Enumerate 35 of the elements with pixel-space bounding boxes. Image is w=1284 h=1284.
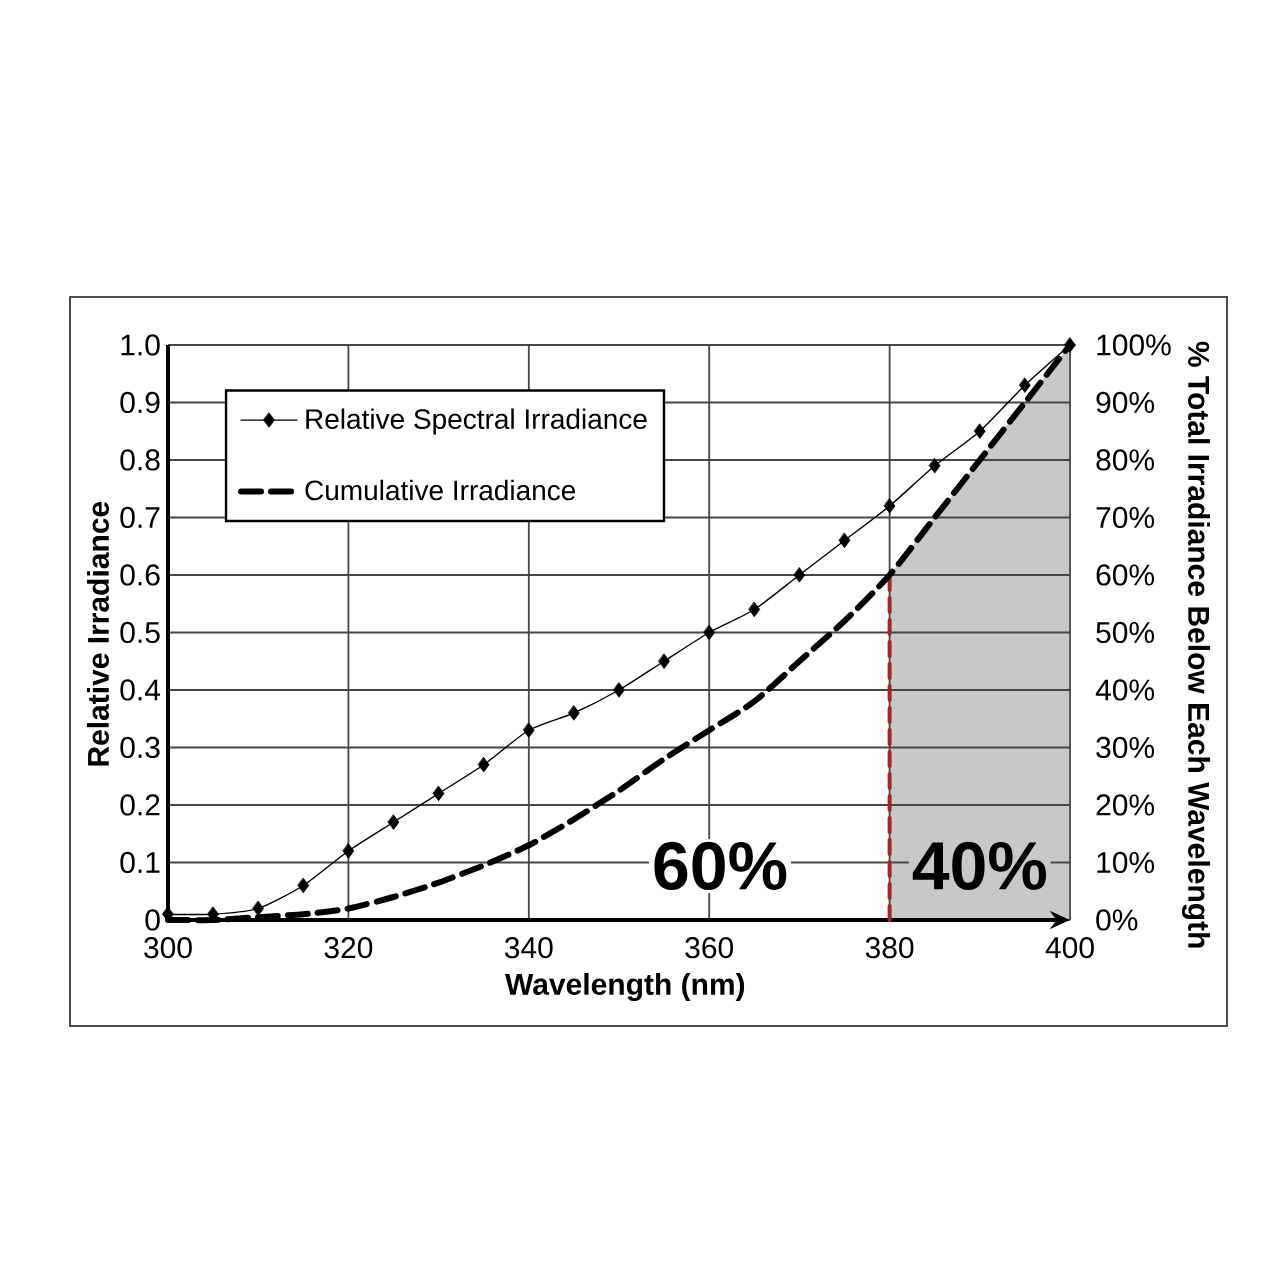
x-axis-title: Wavelength (nm) <box>505 972 745 1002</box>
legend-label: Relative Spectral Irradiance <box>306 408 647 435</box>
y-tick-label: 0.4 <box>120 679 161 701</box>
y2-tick-label: 20% <box>1096 794 1155 816</box>
y-tick-label: 0 <box>145 909 160 931</box>
x-tick-label: 400 <box>1045 937 1094 959</box>
y-tick-label: 0.3 <box>120 736 160 759</box>
x-tick-label: 380 <box>865 937 914 959</box>
y-tick-label: 0.5 <box>120 621 160 644</box>
y-tick-label: 1.0 <box>121 334 160 356</box>
annotation: 40% <box>912 841 1047 891</box>
y-axis-title: Relative Irradiance <box>86 501 109 766</box>
y2-tick-label: 60% <box>1096 564 1155 586</box>
legend-label: Cumulative Irradiance <box>305 479 576 501</box>
x-tick-label: 300 <box>144 937 192 959</box>
annotation: 60% <box>654 841 787 891</box>
y-tick-label: 0.7 <box>120 506 160 529</box>
y2-axis-title: % Total Irradiance Below Each Wavelength <box>1181 341 1211 948</box>
y-tick-label: 0.9 <box>120 391 160 414</box>
y2-tick-label: 80% <box>1096 449 1155 471</box>
y-tick-label: 0.8 <box>120 449 160 471</box>
y2-tick-label: 90% <box>1096 391 1155 414</box>
y2-tick-label: 50% <box>1096 621 1155 644</box>
x-tick-label: 320 <box>324 937 373 959</box>
y-tick-label: 0.2 <box>120 794 160 816</box>
y2-tick-label: 40% <box>1095 679 1155 701</box>
y-tick-label: 0.6 <box>120 564 160 586</box>
y2-tick-label: 10% <box>1097 851 1155 874</box>
x-tick-label: 360 <box>685 937 734 959</box>
y-tick-label: 0.1 <box>120 851 160 874</box>
y2-tick-label: 70% <box>1096 506 1155 529</box>
y2-tick-label: 30% <box>1096 736 1155 759</box>
y2-tick-label: 0% <box>1096 909 1138 931</box>
x-tick-label: 340 <box>504 937 553 959</box>
y2-tick-label: 100% <box>1097 334 1171 356</box>
